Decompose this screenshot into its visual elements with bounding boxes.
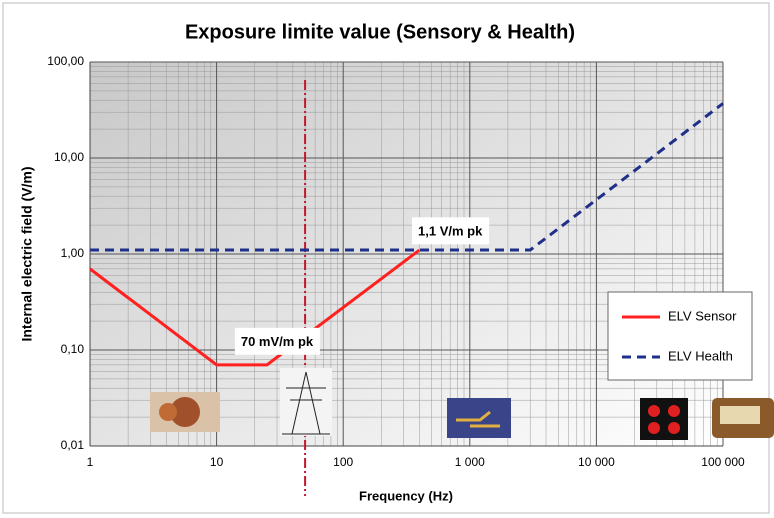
y-tick-label: 1,00: [61, 246, 85, 260]
legend: ELV Sensor ELV Health: [608, 292, 752, 380]
x-axis-label: Frequency (Hz): [359, 488, 453, 503]
annotation: 1,1 V/m pk: [418, 223, 483, 238]
x-tick-label: 100 000: [701, 455, 745, 469]
picture-pylon: [280, 368, 332, 436]
legend-label: ELV Sensor: [668, 308, 737, 323]
picture-motor: [150, 392, 220, 432]
x-tick-label: 10 000: [578, 455, 615, 469]
x-tick-label: 1 000: [455, 455, 485, 469]
y-axis-label: Internal electric field (V/m): [19, 166, 35, 341]
y-tick-label: 0,01: [61, 438, 85, 452]
y-tick-label: 100,00: [47, 54, 84, 68]
chart: Exposure limite value (Sensory & Health)…: [0, 0, 774, 518]
x-tick-label: 1: [87, 455, 94, 469]
legend-label: ELV Health: [668, 348, 733, 363]
annotation: 70 mV/m pk: [241, 334, 314, 349]
x-tick-label: 10: [210, 455, 224, 469]
y-tick-label: 10,00: [54, 150, 84, 164]
picture-hob: [640, 398, 688, 440]
chart-title: Exposure limite value (Sensory & Health): [185, 21, 575, 43]
x-tick-label: 100: [333, 455, 353, 469]
picture-device: [447, 398, 511, 438]
y-tick-label: 0,10: [61, 342, 85, 356]
legend-box: [608, 292, 752, 380]
picture-radio: [712, 398, 774, 438]
